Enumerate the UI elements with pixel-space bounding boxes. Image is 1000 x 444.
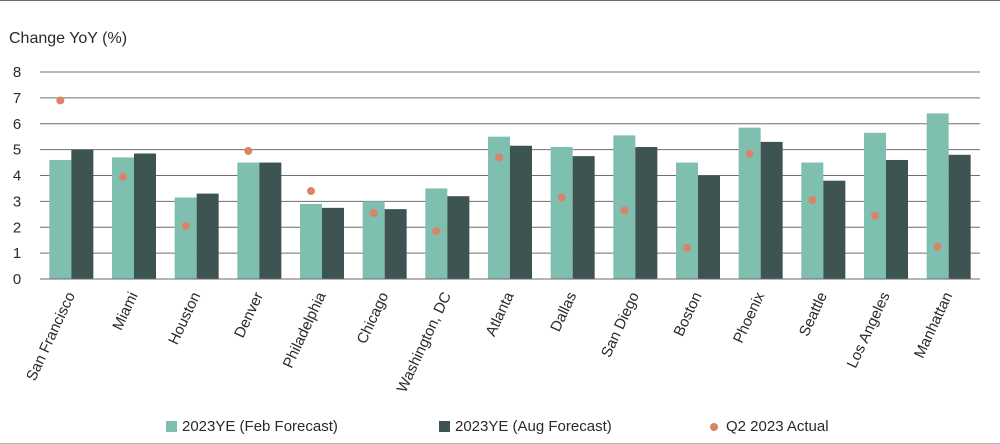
top-border: [0, 0, 1000, 1]
y-tick-label: 3: [13, 193, 21, 210]
bar-aug-forecast: [134, 153, 156, 279]
y-tick-label: 5: [13, 142, 21, 159]
dot-q2-actual: [745, 149, 754, 158]
legend: 2023YE (Feb Forecast) 2023YE (Aug Foreca…: [0, 418, 1000, 438]
legend-swatch-aug: [439, 421, 450, 432]
x-tick-label: Chicago: [354, 290, 393, 347]
y-tick-label: 6: [13, 116, 21, 133]
x-tick-label: Miami: [109, 290, 141, 333]
x-tick-label: San Francisco: [23, 290, 79, 384]
dot-q2-actual: [369, 209, 378, 218]
legend-item-actual: Q2 2023 Actual: [710, 418, 829, 435]
bar-feb-forecast: [801, 162, 824, 279]
bar-feb-forecast: [864, 132, 886, 279]
x-tick-label: Manhattan: [911, 290, 956, 361]
bar-feb-forecast: [112, 157, 134, 279]
bar-aug-forecast: [948, 154, 971, 279]
x-tick-label: Boston: [670, 290, 705, 340]
dot-q2-actual: [307, 187, 315, 196]
bar-feb-forecast: [49, 159, 72, 279]
bar-aug-forecast: [886, 159, 908, 279]
dot-q2-actual: [557, 193, 566, 202]
dot-q2-actual: [871, 211, 879, 220]
bar-aug-forecast: [635, 147, 658, 279]
legend-label-aug: 2023YE (Aug Forecast): [455, 418, 612, 435]
dot-q2-actual: [56, 96, 65, 105]
bar-feb-forecast: [488, 136, 510, 279]
y-axis-label: Change YoY (%): [9, 30, 128, 47]
bar-aug-forecast: [196, 193, 219, 279]
x-tick-label: Atlanta: [482, 289, 517, 339]
bar-aug-forecast: [510, 145, 532, 279]
dot-q2-actual: [683, 243, 691, 252]
dot-q2-actual: [181, 221, 190, 230]
y-tick-label: 1: [13, 245, 21, 262]
bar-feb-forecast: [738, 127, 761, 279]
bar-feb-forecast: [550, 147, 573, 279]
legend-item-aug: 2023YE (Aug Forecast): [439, 418, 612, 435]
y-tick-label: 2: [13, 219, 21, 236]
bar-feb-forecast: [300, 203, 322, 279]
y-tick-label: 7: [13, 90, 21, 107]
x-tick-label: Dallas: [547, 290, 580, 335]
bar-chart: 0 1 2 3 4 5 6 7 8 San Francisco Miami Houston Denver…: [13, 64, 980, 395]
legend-swatch-feb: [166, 421, 177, 432]
dot-q2-actual: [244, 146, 253, 155]
x-tick-label: Los Angeles: [844, 290, 894, 371]
bar-aug-forecast: [823, 180, 846, 279]
bar-aug-forecast: [447, 196, 470, 279]
legend-label-feb: 2023YE (Feb Forecast): [182, 418, 338, 435]
x-tick-label: Philadelphia: [280, 289, 330, 371]
x-tick-label: Denver: [231, 290, 267, 341]
legend-dot-actual: [710, 422, 718, 431]
dot-q2-actual: [119, 172, 127, 181]
bar-aug-forecast: [698, 175, 720, 279]
dot-q2-actual: [808, 196, 817, 205]
x-tick-label: Washington, DC: [394, 289, 455, 395]
dot-q2-actual: [432, 227, 441, 236]
x-tick-label: San Diego: [598, 290, 643, 361]
bar-feb-forecast: [237, 162, 260, 279]
y-tick-label: 8: [13, 64, 21, 81]
bar-aug-forecast: [259, 162, 282, 279]
bar-feb-forecast: [174, 197, 197, 279]
dot-q2-actual: [620, 206, 629, 215]
bar-feb-forecast: [362, 201, 385, 279]
bar-aug-forecast: [322, 207, 344, 279]
bar-aug-forecast: [384, 209, 407, 279]
bar-aug-forecast: [760, 141, 783, 279]
y-tick-label: 4: [13, 168, 21, 185]
y-tick-label: 0: [13, 271, 21, 288]
bar-feb-forecast: [676, 162, 698, 279]
x-tick-label: Seattle: [796, 290, 831, 340]
dot-q2-actual: [495, 153, 503, 162]
legend-label-actual: Q2 2023 Actual: [726, 418, 829, 435]
x-tick-label: Houston: [165, 290, 204, 348]
dot-q2-actual: [933, 242, 942, 251]
legend-item-feb: 2023YE (Feb Forecast): [166, 418, 338, 435]
x-tick-label: Phoenix: [730, 289, 769, 346]
bar-aug-forecast: [71, 149, 94, 279]
bar-aug-forecast: [572, 156, 595, 279]
bar-feb-forecast: [926, 113, 949, 280]
